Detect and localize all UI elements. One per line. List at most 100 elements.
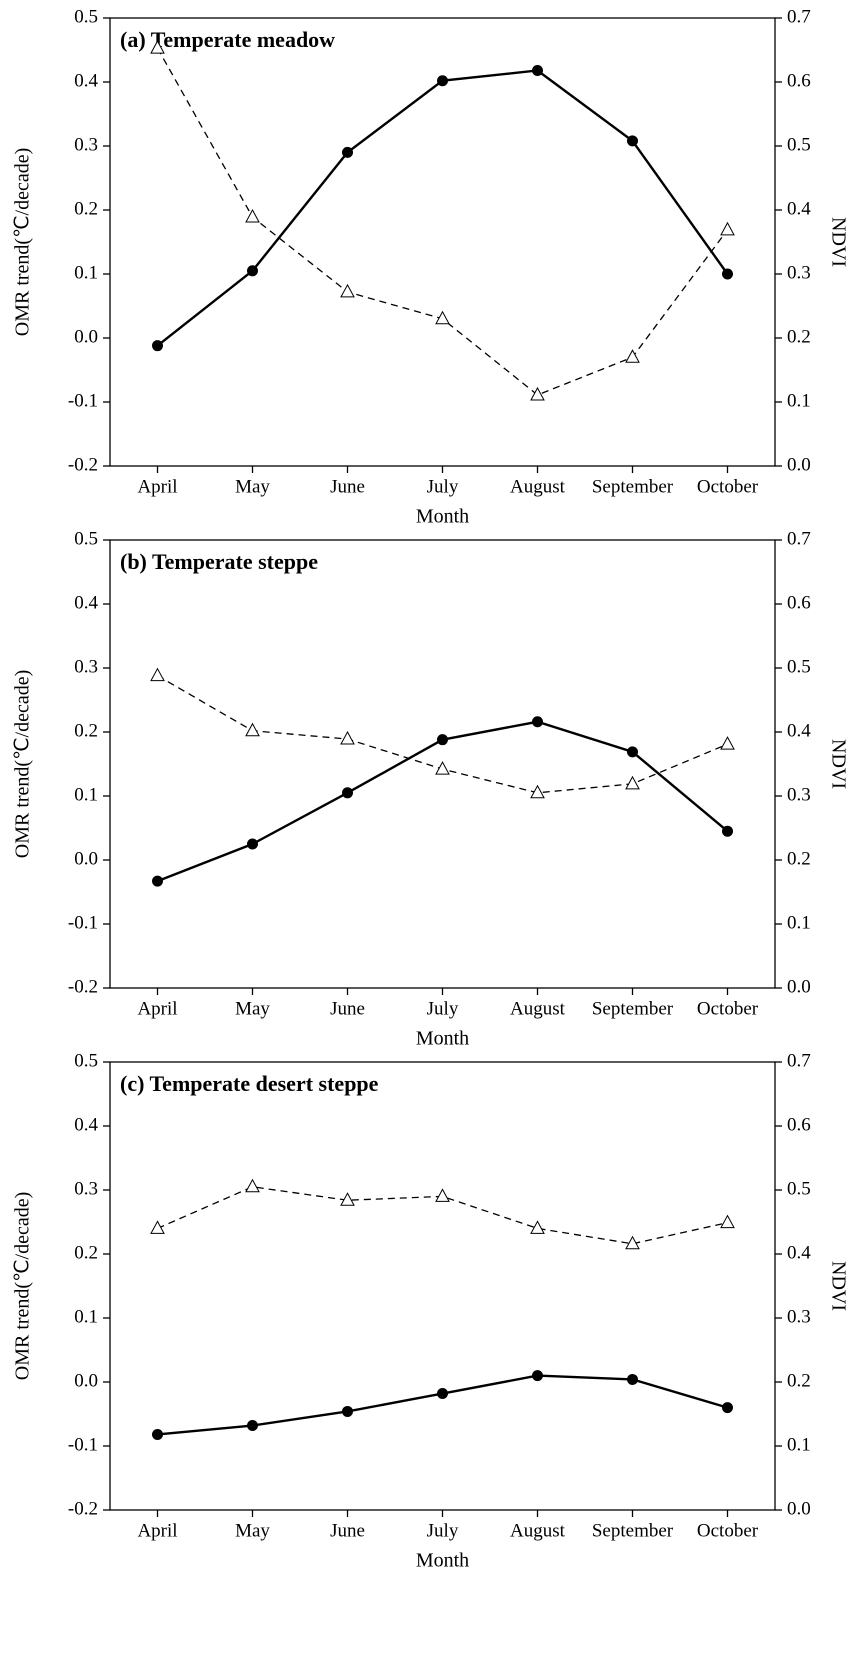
x-axis-title: Month xyxy=(416,1550,469,1572)
x-tick-label: September xyxy=(592,476,674,497)
y-tick-label: -0.2 xyxy=(68,1498,98,1519)
y2-tick-label: 0.6 xyxy=(787,592,811,613)
x-tick-label: October xyxy=(697,476,759,497)
y-axis-title: OMR trend(℃/decade) xyxy=(12,670,34,859)
x-tick-label: April xyxy=(137,1520,177,1541)
series-line xyxy=(156,47,729,396)
x-tick-label: August xyxy=(510,998,566,1019)
marker xyxy=(625,349,640,363)
marker xyxy=(625,775,640,790)
y-tick-label: 0.4 xyxy=(74,1114,98,1135)
x-tick-label: May xyxy=(235,998,270,1019)
y-tick-label: -0.2 xyxy=(68,454,98,475)
marker xyxy=(245,208,260,223)
y2-tick-label: 0.5 xyxy=(787,1178,811,1199)
y2-axis-title: NDVI xyxy=(827,217,849,267)
y-tick-label: 0.2 xyxy=(74,720,98,741)
y-tick-label: -0.1 xyxy=(68,390,98,411)
marker xyxy=(342,146,353,158)
x-tick-label: April xyxy=(137,476,177,497)
marker xyxy=(342,787,353,799)
y2-tick-label: 0.3 xyxy=(787,1306,811,1327)
x-tick-label: June xyxy=(330,1520,365,1541)
x-tick-label: July xyxy=(427,476,459,497)
x-axis-title: Month xyxy=(416,1028,469,1050)
marker xyxy=(532,716,543,728)
marker xyxy=(435,310,450,325)
marker xyxy=(152,875,163,887)
y-tick-label: 0.4 xyxy=(74,592,98,613)
x-tick-label: May xyxy=(235,476,270,497)
y2-tick-label: 0.0 xyxy=(787,976,811,997)
x-axis-title: Month xyxy=(416,506,469,528)
marker xyxy=(340,1192,355,1206)
marker xyxy=(627,746,638,758)
marker xyxy=(342,1405,353,1417)
y-tick-label: 0.1 xyxy=(74,1306,98,1327)
marker xyxy=(437,75,448,87)
marker xyxy=(150,1220,165,1234)
marker xyxy=(245,1178,260,1193)
y2-tick-label: 0.5 xyxy=(787,134,811,155)
series-line xyxy=(157,1374,728,1436)
marker xyxy=(437,734,448,746)
y-tick-label: -0.2 xyxy=(68,976,98,997)
y-tick-label: 0.3 xyxy=(74,656,98,677)
y2-tick-label: 0.0 xyxy=(787,1498,811,1519)
x-tick-label: October xyxy=(697,998,759,1019)
y2-tick-label: 0.7 xyxy=(787,1050,811,1071)
y2-tick-label: 0.5 xyxy=(787,656,811,677)
marker xyxy=(625,1235,640,1250)
marker xyxy=(720,1214,735,1229)
y-tick-label: 0.2 xyxy=(74,1242,98,1263)
marker xyxy=(435,761,450,775)
y2-tick-label: 0.2 xyxy=(787,326,811,347)
x-tick-label: July xyxy=(427,1520,459,1541)
y-tick-label: 0.3 xyxy=(74,1178,98,1199)
panel-title: (c) Temperate desert steppe xyxy=(120,1071,379,1096)
marker xyxy=(435,1188,450,1202)
panel-title: (a) Temperate meadow xyxy=(120,27,335,52)
series-line xyxy=(156,69,729,347)
y2-tick-label: 0.2 xyxy=(787,1370,811,1391)
x-tick-label: April xyxy=(137,998,177,1019)
marker xyxy=(152,1428,163,1440)
y-tick-label: 0.1 xyxy=(74,262,98,283)
y2-tick-label: 0.0 xyxy=(787,454,811,475)
marker xyxy=(340,730,355,745)
y2-tick-label: 0.1 xyxy=(787,1434,811,1455)
marker xyxy=(627,1373,638,1385)
marker xyxy=(245,722,260,737)
y2-tick-label: 0.7 xyxy=(787,528,811,549)
y2-tick-label: 0.3 xyxy=(787,262,811,283)
y-tick-label: 0.3 xyxy=(74,134,98,155)
x-tick-label: June xyxy=(330,998,365,1019)
marker xyxy=(247,1420,258,1432)
y-tick-label: 0.1 xyxy=(74,784,98,805)
marker xyxy=(150,667,165,682)
marker xyxy=(530,784,545,799)
y2-tick-label: 0.4 xyxy=(787,720,811,741)
y2-tick-label: 0.4 xyxy=(787,1242,811,1263)
y-tick-label: 0.4 xyxy=(74,70,98,91)
marker xyxy=(627,135,638,147)
marker xyxy=(720,736,735,750)
x-tick-label: September xyxy=(592,998,674,1019)
x-tick-label: August xyxy=(510,1520,566,1541)
marker xyxy=(532,1370,543,1382)
series-line xyxy=(157,720,729,883)
x-tick-label: October xyxy=(697,1520,759,1541)
y-tick-label: 0.5 xyxy=(74,6,98,27)
x-tick-label: September xyxy=(592,1520,674,1541)
x-tick-label: July xyxy=(427,998,459,1019)
y-tick-label: 0.5 xyxy=(74,528,98,549)
y2-tick-label: 0.6 xyxy=(787,1114,811,1135)
panel-title: (b) Temperate steppe xyxy=(120,549,318,574)
y-tick-label: -0.1 xyxy=(68,1434,98,1455)
x-tick-label: May xyxy=(235,1520,270,1541)
x-tick-label: June xyxy=(330,476,365,497)
plot-frame xyxy=(109,1061,776,1511)
y2-tick-label: 0.1 xyxy=(787,390,811,411)
